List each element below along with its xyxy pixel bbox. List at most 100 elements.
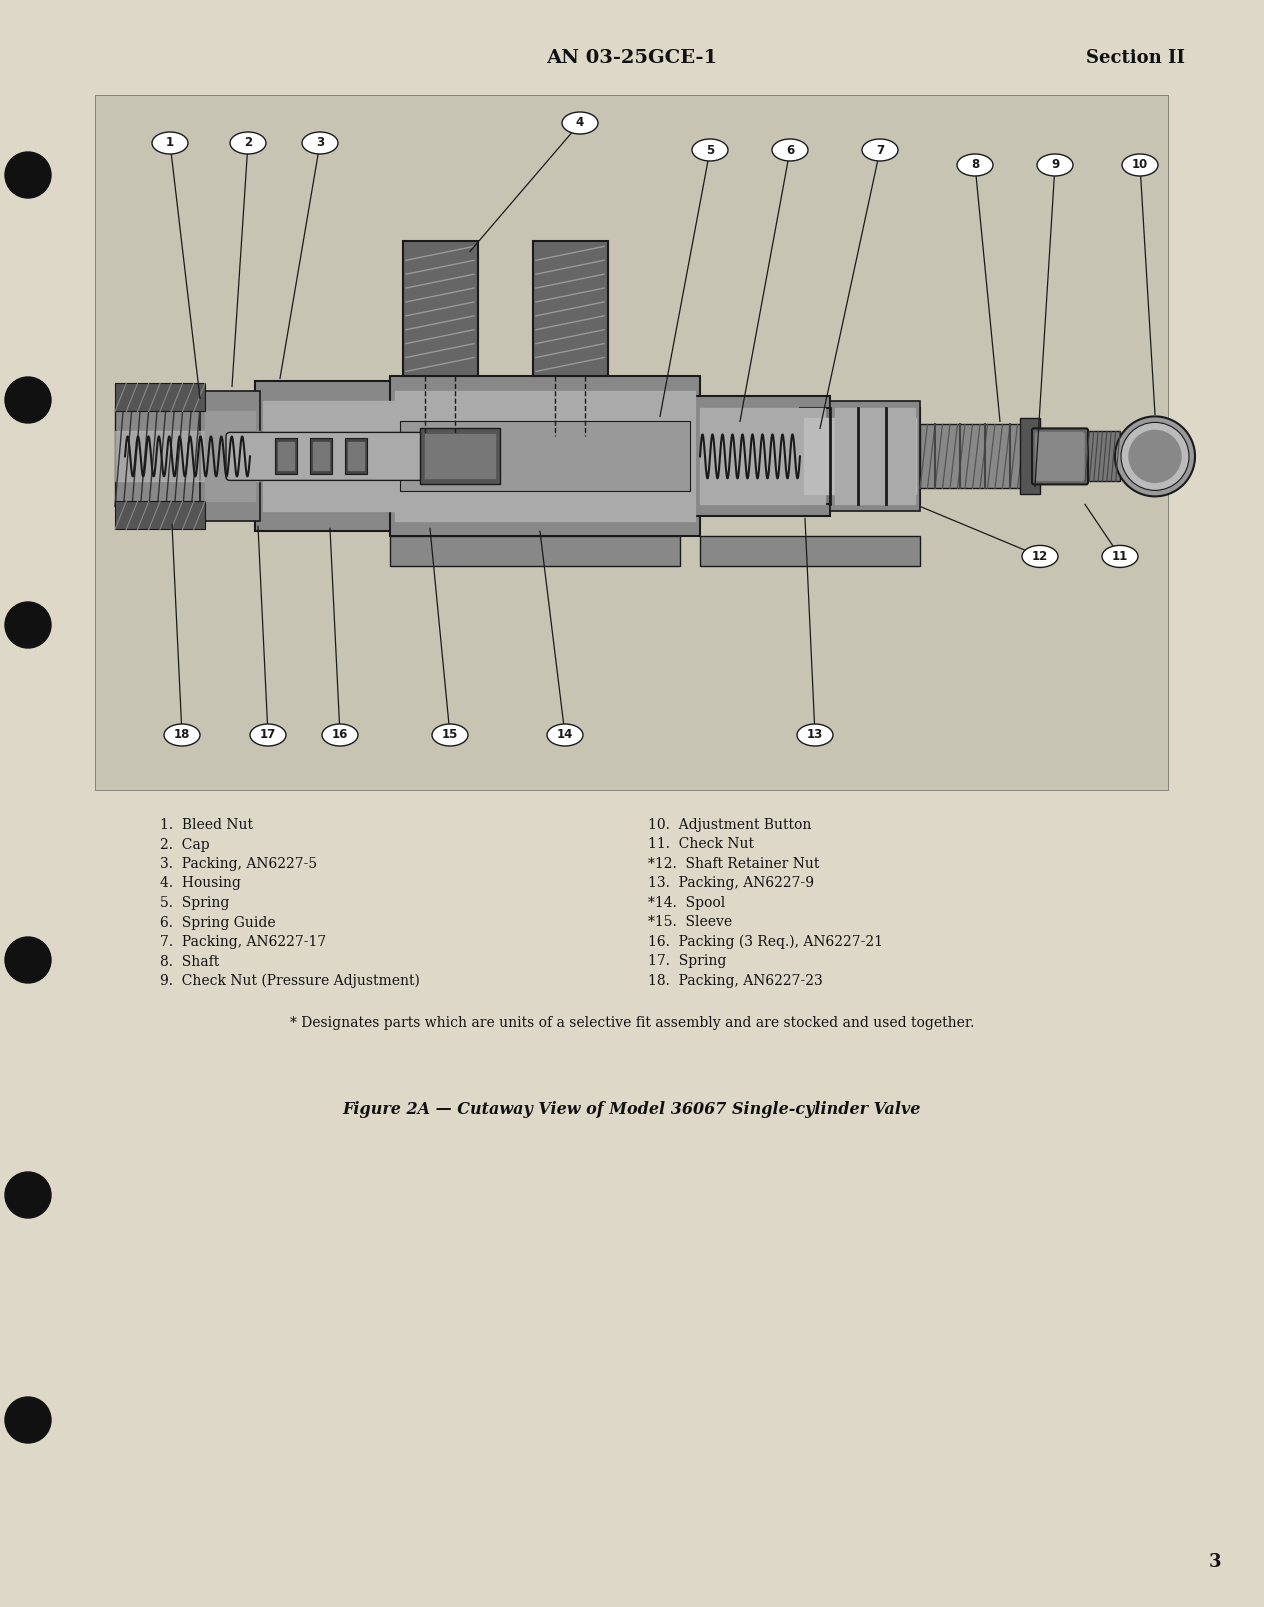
Text: 11.  Check Nut: 11. Check Nut — [648, 837, 755, 852]
Bar — [420, 429, 501, 484]
Ellipse shape — [562, 112, 598, 133]
Text: Section II: Section II — [1086, 48, 1186, 67]
Circle shape — [1129, 431, 1181, 482]
Text: 3: 3 — [316, 137, 324, 149]
FancyBboxPatch shape — [1031, 429, 1088, 484]
Text: 13.  Packing, AN6227-9: 13. Packing, AN6227-9 — [648, 876, 814, 890]
Bar — [263, 402, 437, 511]
Bar — [200, 392, 260, 521]
Bar — [830, 402, 920, 511]
Circle shape — [1121, 423, 1189, 490]
Text: 6: 6 — [786, 143, 794, 156]
Ellipse shape — [1036, 154, 1073, 177]
Text: 7: 7 — [876, 143, 884, 156]
Bar — [348, 442, 364, 471]
Circle shape — [5, 1396, 51, 1443]
Text: 1: 1 — [166, 137, 174, 149]
Text: 4: 4 — [576, 116, 584, 130]
Text: 10: 10 — [1131, 159, 1148, 172]
Text: 16: 16 — [332, 728, 348, 741]
Text: 9.  Check Nut (Pressure Adjustment): 9. Check Nut (Pressure Adjustment) — [161, 974, 420, 988]
Circle shape — [5, 1172, 51, 1218]
Text: 18.  Packing, AN6227-23: 18. Packing, AN6227-23 — [648, 974, 823, 988]
Bar — [804, 418, 916, 495]
Bar — [920, 424, 1025, 489]
Text: 10.  Adjustment Button: 10. Adjustment Button — [648, 818, 811, 832]
Bar — [345, 439, 367, 474]
Text: * Designates parts which are units of a selective fit assembly and are stocked a: * Designates parts which are units of a … — [289, 1016, 975, 1030]
Ellipse shape — [152, 132, 188, 154]
Bar — [403, 241, 478, 376]
Text: 5.  Spring: 5. Spring — [161, 897, 229, 910]
Text: 17: 17 — [260, 728, 276, 741]
Ellipse shape — [230, 132, 265, 154]
Text: 1.  Bleed Nut: 1. Bleed Nut — [161, 818, 253, 832]
Text: 18: 18 — [174, 728, 190, 741]
Text: AN 03-25GCE-1: AN 03-25GCE-1 — [546, 48, 718, 67]
Bar — [700, 537, 920, 566]
Text: 13: 13 — [806, 728, 823, 741]
Text: 4.  Housing: 4. Housing — [161, 876, 241, 890]
Circle shape — [5, 603, 51, 648]
Text: 16.  Packing (3 Req.), AN6227-21: 16. Packing (3 Req.), AN6227-21 — [648, 935, 884, 950]
Text: 9: 9 — [1050, 159, 1059, 172]
FancyBboxPatch shape — [226, 432, 434, 480]
Bar — [836, 408, 915, 505]
Bar — [399, 421, 690, 492]
Ellipse shape — [957, 154, 994, 177]
Text: 17.  Spring: 17. Spring — [648, 955, 727, 969]
Bar — [115, 407, 200, 506]
Ellipse shape — [164, 725, 200, 746]
Bar — [313, 442, 329, 471]
Ellipse shape — [547, 725, 583, 746]
Bar — [276, 439, 297, 474]
Bar — [533, 241, 608, 376]
Bar — [95, 95, 1168, 791]
Text: 12: 12 — [1031, 550, 1048, 562]
Ellipse shape — [1023, 545, 1058, 567]
Ellipse shape — [862, 138, 897, 161]
Text: 8: 8 — [971, 159, 980, 172]
Text: *15.  Sleeve: *15. Sleeve — [648, 916, 732, 929]
Bar — [391, 537, 680, 566]
Circle shape — [1115, 416, 1194, 497]
Text: *14.  Spool: *14. Spool — [648, 897, 726, 910]
Text: 11: 11 — [1112, 550, 1129, 562]
Bar — [391, 376, 700, 537]
Text: *12.  Shaft Retainer Nut: *12. Shaft Retainer Nut — [648, 857, 819, 871]
Text: 3: 3 — [1208, 1552, 1221, 1572]
Ellipse shape — [1102, 545, 1138, 567]
Text: 6.  Spring Guide: 6. Spring Guide — [161, 916, 276, 929]
Text: 2.  Cap: 2. Cap — [161, 837, 210, 852]
Text: 5: 5 — [705, 143, 714, 156]
Ellipse shape — [322, 725, 358, 746]
Bar — [695, 397, 830, 516]
Ellipse shape — [250, 725, 286, 746]
Text: 14: 14 — [557, 728, 573, 741]
FancyBboxPatch shape — [1036, 432, 1085, 480]
Bar — [800, 408, 920, 505]
Ellipse shape — [1122, 154, 1158, 177]
Bar — [700, 408, 825, 505]
Ellipse shape — [798, 725, 833, 746]
Circle shape — [5, 153, 51, 198]
Text: 2: 2 — [244, 137, 252, 149]
Bar — [115, 501, 205, 529]
Text: 7.  Packing, AN6227-17: 7. Packing, AN6227-17 — [161, 935, 326, 950]
Bar — [310, 439, 332, 474]
Circle shape — [5, 937, 51, 983]
Ellipse shape — [691, 138, 728, 161]
Bar — [1020, 418, 1040, 495]
Ellipse shape — [302, 132, 337, 154]
Bar — [1085, 431, 1120, 482]
Bar — [255, 381, 445, 532]
Bar — [115, 431, 260, 482]
Bar — [425, 434, 495, 479]
Text: 8.  Shaft: 8. Shaft — [161, 955, 219, 969]
Text: 3.  Packing, AN6227-5: 3. Packing, AN6227-5 — [161, 857, 317, 871]
Ellipse shape — [772, 138, 808, 161]
Bar — [205, 411, 255, 501]
Ellipse shape — [432, 725, 468, 746]
Circle shape — [5, 378, 51, 423]
Text: 15: 15 — [442, 728, 458, 741]
